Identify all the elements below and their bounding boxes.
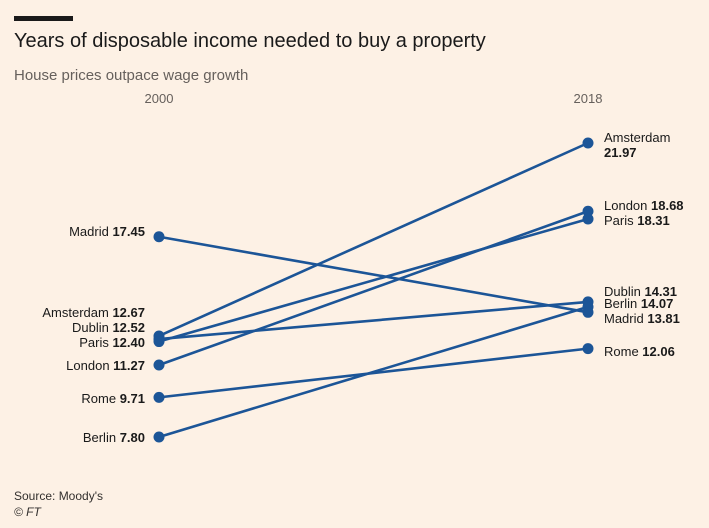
column-header-2000: 2000 [145, 91, 174, 106]
label-2000-dublin-name: Dublin [72, 320, 112, 335]
slope-line-london [157, 209, 590, 367]
label-2000-paris-name: Paris [79, 335, 112, 350]
label-2000-london-name: London [66, 358, 113, 373]
point-london-2000 [153, 359, 165, 371]
label-2018-london-value: 18.68 [651, 198, 684, 213]
label-2000-rome: Rome 9.71 [81, 391, 145, 406]
label-2000-rome-value: 9.71 [120, 391, 145, 406]
label-2000-amsterdam-value: 12.67 [112, 305, 145, 320]
label-2000-london: London 11.27 [66, 358, 145, 373]
slope-line-berlin [157, 305, 590, 439]
label-2018-dublin-value: 14.31 [644, 284, 677, 299]
label-2018-madrid-value: 13.81 [647, 311, 680, 326]
column-header-2018: 2018 [574, 91, 603, 106]
label-2000-dublin-value: 12.52 [112, 320, 145, 335]
slope-line-paris [157, 217, 590, 343]
credit-note: © FT [14, 505, 41, 519]
label-2018-london: London 18.68 [604, 198, 684, 213]
slope-line-madrid [157, 235, 590, 314]
label-2000-paris-value: 12.40 [112, 335, 145, 350]
source-note: Source: Moody's [14, 489, 103, 503]
label-2018-dublin-name: Dublin [604, 284, 644, 299]
point-madrid-2018 [582, 306, 594, 318]
label-2000-berlin: Berlin 7.80 [83, 430, 145, 445]
header-accent-bar [14, 16, 73, 21]
label-2018-madrid: Madrid 13.81 [604, 311, 680, 326]
label-2000-berlin-name: Berlin [83, 430, 120, 445]
label-2018-amsterdam-value: 21.97 [604, 145, 637, 160]
label-2018-madrid-name: Madrid [604, 311, 647, 326]
label-2000-amsterdam-name: Amsterdam [42, 305, 112, 320]
label-2018-paris-value: 18.31 [637, 213, 670, 228]
slope-line-dublin [157, 300, 590, 341]
label-2018-berlin-value: 14.07 [641, 296, 674, 311]
label-2000-london-value: 11.27 [113, 358, 145, 373]
point-london-2018 [582, 205, 594, 217]
point-berlin-2000 [153, 431, 165, 443]
label-2018-rome: Rome 12.06 [604, 344, 675, 359]
label-2000-berlin-value: 7.80 [120, 430, 145, 445]
chart-subtitle: House prices outpace wage growth [14, 67, 249, 84]
label-2000-dublin: Dublin 12.52 [72, 320, 145, 335]
point-madrid-2000 [153, 231, 165, 243]
label-2000-paris: Paris 12.40 [79, 335, 145, 350]
label-2000-rome-name: Rome [81, 391, 119, 406]
label-2000-madrid: Madrid 17.45 [69, 224, 145, 239]
point-paris-2018 [582, 213, 594, 225]
chart-title: Years of disposable income needed to buy… [14, 30, 486, 52]
label-2000-madrid-value: 17.45 [112, 224, 145, 239]
label-2018-london-name: London [604, 198, 651, 213]
label-2018-amsterdam-name: Amsterdam [604, 130, 670, 145]
label-2018-rome-name: Rome [604, 344, 642, 359]
point-amsterdam-2018 [582, 137, 594, 149]
chart-footer: Source: Moody's © FT [14, 488, 103, 520]
slope-line-amsterdam [157, 141, 590, 338]
label-2018-paris: Paris 18.31 [604, 213, 670, 228]
label-2018-berlin-name: Berlin [604, 296, 641, 311]
label-2018-dublin: Dublin 14.31 [604, 284, 677, 299]
label-2018-berlin: Berlin 14.07 [604, 296, 673, 311]
point-rome-2000 [153, 391, 165, 403]
label-2018-rome-value: 12.06 [642, 344, 675, 359]
label-2000-madrid-name: Madrid [69, 224, 112, 239]
point-rome-2018 [582, 343, 594, 355]
label-2000-amsterdam: Amsterdam 12.67 [42, 305, 145, 320]
label-2018-paris-name: Paris [604, 213, 637, 228]
point-paris-2000 [153, 336, 165, 348]
